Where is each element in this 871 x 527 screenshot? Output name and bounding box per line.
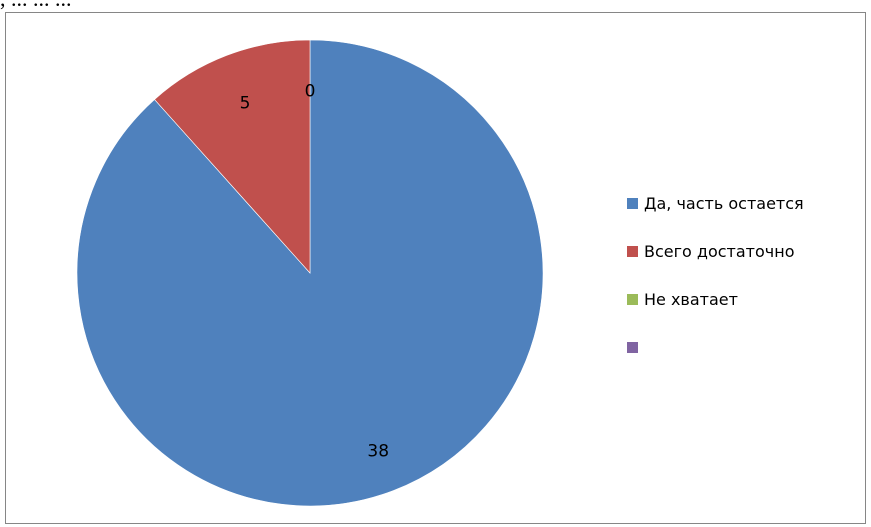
legend-label: Да, часть остается	[644, 193, 804, 213]
legend-item-not-enough: Не хватает	[627, 286, 862, 312]
top-text-fragment: , ... ... ...	[0, 0, 871, 10]
pie-slice-enough	[154, 39, 311, 274]
pie-labels: 38 5 0	[240, 81, 389, 461]
data-label: 5	[240, 93, 251, 113]
legend-swatch-blue	[627, 197, 638, 209]
legend-swatch-purple	[627, 341, 638, 353]
data-label: 38	[367, 441, 389, 461]
data-label: 0	[305, 81, 316, 101]
legend-item-yes-some-left: Да, часть остается	[627, 190, 862, 216]
legend-item-empty	[627, 334, 862, 360]
legend-label: Не хватает	[644, 289, 738, 309]
legend-label: Всего достаточно	[644, 241, 795, 261]
legend-swatch-red	[627, 245, 638, 257]
legend-item-enough: Всего достаточно	[627, 238, 862, 264]
pie-slices	[76, 39, 544, 507]
legend-swatch-green	[627, 293, 638, 305]
legend: Да, часть остается Всего достаточно Не х…	[627, 190, 862, 382]
